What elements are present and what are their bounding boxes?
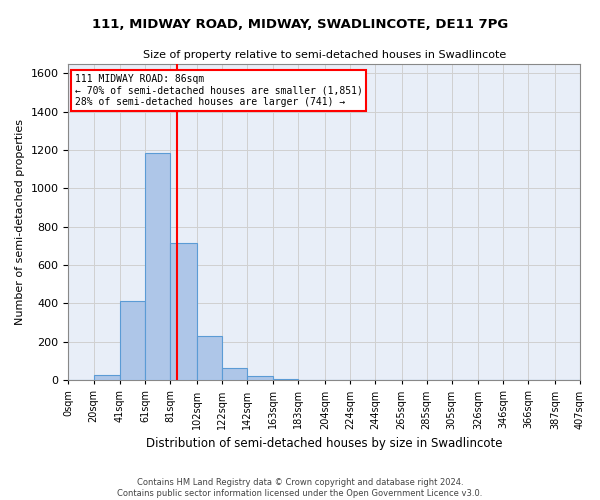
Bar: [197, 336, 222, 380]
Title: Size of property relative to semi-detached houses in Swadlincote: Size of property relative to semi-detach…: [143, 50, 506, 60]
Text: 111, MIDWAY ROAD, MIDWAY, SWADLINCOTE, DE11 7PG: 111, MIDWAY ROAD, MIDWAY, SWADLINCOTE, D…: [92, 18, 508, 30]
X-axis label: Distribution of semi-detached houses by size in Swadlincote: Distribution of semi-detached houses by …: [146, 437, 502, 450]
Bar: [247, 376, 273, 380]
Y-axis label: Number of semi-detached properties: Number of semi-detached properties: [15, 119, 25, 325]
Text: 111 MIDWAY ROAD: 86sqm
← 70% of semi-detached houses are smaller (1,851)
28% of : 111 MIDWAY ROAD: 86sqm ← 70% of semi-det…: [74, 74, 362, 107]
Bar: [170, 243, 197, 380]
Text: Contains HM Land Registry data © Crown copyright and database right 2024.
Contai: Contains HM Land Registry data © Crown c…: [118, 478, 482, 498]
Bar: [94, 374, 120, 380]
Bar: [222, 368, 247, 380]
Bar: [145, 154, 170, 380]
Bar: [120, 300, 145, 380]
